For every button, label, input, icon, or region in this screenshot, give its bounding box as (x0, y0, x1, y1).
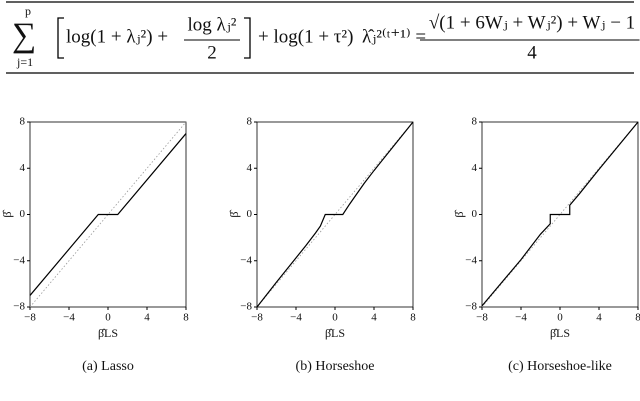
x-tick-label: −8 (476, 312, 488, 324)
x-tick-label: 0 (557, 312, 563, 324)
y-tick-label: −4 (13, 254, 25, 266)
bracket (57, 17, 64, 59)
caption: (c) Horseshoe-like (508, 359, 612, 374)
bracket (244, 17, 251, 59)
y-tick-label: −8 (240, 301, 252, 313)
y-tick-label: 8 (20, 116, 26, 128)
x-tick-label: 8 (410, 312, 416, 324)
x-axis-label: β̂LS (325, 326, 345, 340)
y-axis-label: β̂ (227, 209, 241, 217)
x-tick-label: −8 (24, 312, 36, 324)
y-tick-label: 0 (247, 208, 253, 220)
sum-lower: j=1 (16, 55, 33, 69)
y-tick-label: −4 (240, 254, 252, 266)
sum-upper: p (25, 4, 31, 18)
y-tick-label: 0 (472, 208, 478, 220)
x-tick-label: −4 (63, 312, 75, 324)
x-tick-label: 4 (371, 312, 377, 324)
x-tick-label: 0 (332, 312, 338, 324)
data-line (256, 121, 414, 308)
y-tick-label: 4 (20, 162, 26, 174)
fraction-numerator: √(1 + 6Wⱼ + Wⱼ²) + Wⱼ − 1 (429, 12, 635, 33)
x-tick-label: 4 (144, 312, 150, 324)
y-axis-label: β̂ (452, 209, 466, 217)
x-axis-label: β̂LS (98, 326, 118, 340)
caption: (b) Horseshoe (296, 359, 375, 374)
caption: (a) Lasso (82, 359, 134, 374)
y-tick-label: 4 (472, 162, 478, 174)
data-line (481, 121, 639, 307)
y-tick-label: 4 (247, 162, 253, 174)
x-tick-label: −4 (290, 312, 302, 324)
x-tick-label: −4 (515, 312, 527, 324)
fraction-denominator: 2 (207, 42, 217, 63)
y-axis-label: β̂ (0, 209, 14, 217)
y-tick-label: 0 (20, 208, 26, 220)
y-tick-label: −4 (465, 254, 477, 266)
x-tick-label: 8 (635, 312, 640, 324)
formula-text: + log(1 + τ²) (258, 26, 353, 47)
y-tick-label: 8 (472, 116, 478, 128)
y-tick-label: −8 (13, 301, 25, 313)
data-line (29, 133, 187, 296)
formula-text: log(1 + λⱼ²) + (66, 26, 168, 47)
x-tick-label: −8 (251, 312, 263, 324)
fraction-denominator: 4 (527, 42, 537, 63)
y-tick-label: −8 (465, 301, 477, 313)
sum-sign: ∑ (12, 17, 36, 54)
y-tick-label: 8 (247, 116, 253, 128)
formula-text: λ̂ⱼ²⁽ᵗ⁺¹⁾ = (362, 26, 426, 47)
x-tick-label: 8 (183, 312, 189, 324)
x-axis-label: β̂LS (550, 326, 570, 340)
x-tick-label: 4 (596, 312, 602, 324)
x-tick-label: 0 (105, 312, 111, 324)
fraction-numerator: log λⱼ² (188, 14, 237, 35)
